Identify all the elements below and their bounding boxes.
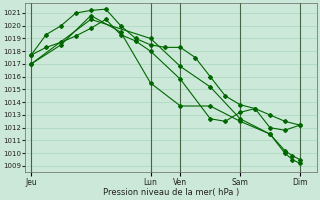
X-axis label: Pression niveau de la mer( hPa ): Pression niveau de la mer( hPa ) bbox=[103, 188, 239, 197]
